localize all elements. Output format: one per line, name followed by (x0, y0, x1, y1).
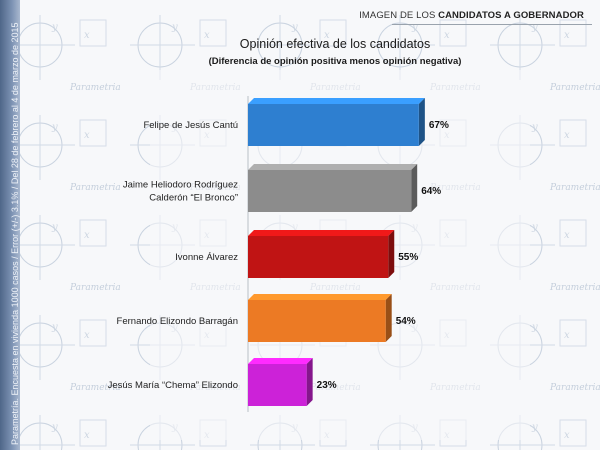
bar-top-face-4 (248, 358, 313, 364)
bar-4 (248, 364, 307, 406)
value-label-0: 67% (429, 120, 449, 131)
bar-0 (248, 104, 419, 146)
side-strip (0, 0, 20, 450)
value-label-4: 23% (317, 380, 337, 391)
bar-top-face-0 (248, 98, 425, 104)
chart-subtitle: (Diferencia de opinión positiva menos op… (208, 56, 462, 67)
chart-title: Opinión efectiva de los candidatos (239, 37, 431, 51)
header-bold: CANDIDATOS A GOBERNADOR (438, 10, 584, 21)
value-label-1: 64% (421, 186, 441, 197)
slide-header: IMAGEN DE LOS CANDIDATOS A GOBERNADOR (359, 10, 584, 21)
category-label-2: Ivonne Álvarez (175, 252, 238, 263)
bar-side-face-4 (306, 358, 313, 406)
category-label-1-line-0: Jaime Heliodoro Rodríguez (123, 180, 238, 191)
header-rule (392, 24, 592, 25)
category-label-4: Jesús María “Chema” Elizondo (108, 380, 238, 391)
bar-side-face-3 (385, 294, 392, 342)
bar-side-face-0 (418, 98, 425, 146)
category-label-1-line-1: Calderón “El Bronco” (149, 193, 238, 204)
category-label-3: Fernando Elizondo Barragán (117, 316, 238, 327)
bar-1 (248, 170, 412, 212)
bar-3 (248, 300, 386, 342)
category-label-0: Felipe de Jesús Cantú (143, 120, 238, 131)
bar-2 (248, 236, 389, 278)
value-label-2: 55% (398, 252, 418, 263)
bar-top-face-2 (248, 230, 395, 236)
bar-top-face-3 (248, 294, 392, 300)
value-label-3: 54% (396, 316, 416, 327)
bar-side-face-2 (388, 230, 395, 278)
header-prefix: IMAGEN DE LOS (359, 10, 436, 21)
bar-side-face-1 (411, 164, 418, 212)
bar-top-face-1 (248, 164, 418, 170)
